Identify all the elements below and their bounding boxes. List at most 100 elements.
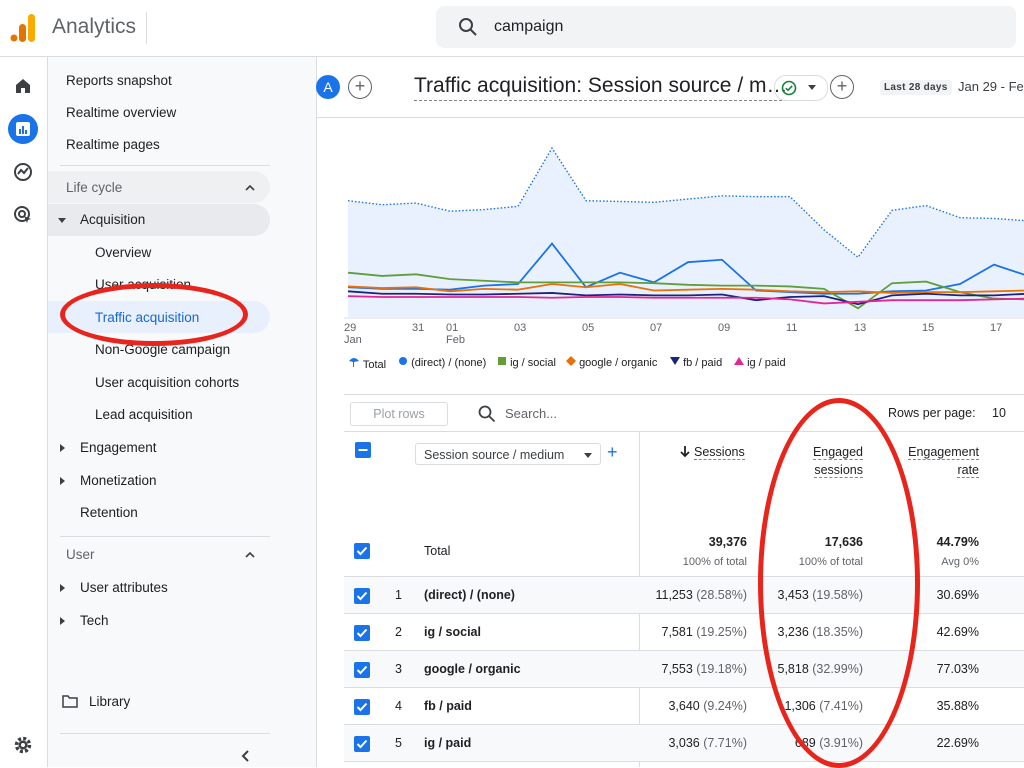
x-tick-label: 07 — [650, 322, 663, 334]
legend-label: fb / paid — [683, 357, 723, 369]
x-tick-sublabel: Jan — [344, 334, 362, 346]
legend-item[interactable]: ig / social — [497, 356, 556, 369]
legend-marker — [566, 356, 576, 366]
nav-realtime-pages[interactable]: Realtime pages — [66, 137, 160, 152]
row-number: 2 — [395, 625, 402, 639]
folder-icon — [62, 695, 78, 708]
x-tick-label: 31 — [412, 322, 425, 334]
caret-right-icon[interactable] — [58, 444, 66, 452]
date-preset-chip[interactable]: Last 28 days — [880, 80, 952, 95]
nav-section-lifecycle[interactable]: Life cycle — [66, 180, 123, 195]
page-title[interactable]: Traffic acquisition: Session source / m… — [414, 74, 788, 101]
x-tick-sublabel: Feb — [446, 334, 465, 346]
indeterminate-icon — [358, 449, 368, 451]
legend-item[interactable]: (direct) / (none) — [398, 356, 486, 369]
divider — [60, 536, 270, 537]
x-tick-label: 29 — [344, 322, 357, 334]
caret-right-icon[interactable] — [58, 617, 66, 625]
nav-monetization[interactable]: Monetization — [80, 473, 157, 488]
home-icon[interactable] — [8, 71, 38, 101]
row-sessions-value: 3,640 — [668, 699, 700, 713]
column-sessions[interactable]: Sessions — [694, 443, 745, 461]
explore-icon[interactable] — [8, 157, 38, 187]
plot-rows-button[interactable]: Plot rows — [350, 402, 448, 426]
row-checkbox[interactable] — [354, 662, 370, 678]
series-line-ig-social — [347, 271, 1024, 310]
x-tick-label: 09 — [718, 322, 731, 334]
add-filter-button[interactable]: + — [830, 75, 854, 99]
add-dimension-button[interactable]: + — [607, 442, 618, 462]
row-checkbox[interactable] — [354, 588, 370, 604]
advertising-icon[interactable] — [8, 200, 38, 230]
add-comparison-button[interactable]: + — [348, 75, 372, 99]
legend-item[interactable]: google / organic — [566, 356, 657, 369]
caret-right-icon[interactable] — [58, 584, 66, 592]
row-sessions: 7,553 (19.18%) — [662, 662, 748, 676]
row-dimension[interactable]: (direct) / (none) — [424, 588, 515, 602]
divider — [344, 576, 1024, 577]
nav-user-acquisition-cohorts[interactable]: User acquisition cohorts — [95, 375, 240, 390]
column-engagement-rate[interactable]: Engagement rate — [890, 443, 979, 479]
nav-tech[interactable]: Tech — [80, 613, 109, 628]
row-dimension[interactable]: google / organic — [424, 662, 521, 676]
x-tick-label: 03 — [514, 322, 527, 334]
row-rate: 35.88% — [936, 699, 979, 713]
nav-user-attributes[interactable]: User attributes — [80, 580, 168, 595]
chevron-up-icon[interactable] — [244, 550, 256, 560]
caret-right-icon[interactable] — [58, 477, 66, 485]
row-dimension[interactable]: fb / paid — [424, 699, 472, 713]
caret-down-icon — [584, 453, 592, 458]
legend-item[interactable]: fb / paid — [670, 356, 722, 369]
row-dimension[interactable]: ig / social — [424, 625, 481, 639]
nav-non-google-campaign[interactable]: Non-Google campaign — [95, 342, 231, 357]
series-line--direct-none- — [347, 242, 1024, 295]
row-checkbox[interactable] — [354, 625, 370, 641]
total-checkbox[interactable] — [354, 543, 370, 559]
row-number: 1 — [395, 588, 402, 602]
select-all-checkbox[interactable] — [355, 442, 371, 458]
nav-acquisition[interactable]: Acquisition — [80, 212, 146, 227]
series-line-total — [347, 146, 1024, 259]
search-query[interactable]: campaign — [494, 18, 564, 35]
row-checkbox[interactable] — [354, 736, 370, 752]
total-rate: 44.79% — [936, 535, 979, 549]
row-checkbox[interactable] — [354, 699, 370, 715]
chevron-up-icon[interactable] — [244, 183, 256, 193]
comparison-avatar[interactable]: A — [316, 75, 340, 99]
row-rate: 22.69% — [936, 736, 979, 750]
rows-per-page-select[interactable]: 10 — [992, 406, 1006, 420]
collapse-chevron-icon[interactable] — [240, 749, 252, 763]
date-range[interactable]: Jan 29 - Feb — [958, 79, 1024, 94]
legend-marker — [670, 357, 680, 365]
nav-lead-acquisition[interactable]: Lead acquisition — [95, 407, 193, 422]
row-dimension[interactable]: ig / paid — [424, 736, 472, 750]
annotation-ellipse — [758, 398, 920, 768]
status-dropdown[interactable] — [774, 75, 828, 101]
legend-item[interactable]: ig / paid — [734, 356, 786, 369]
row-sessions-value: 7,553 — [661, 662, 693, 676]
divider — [146, 12, 147, 44]
legend-label: ig / paid — [747, 357, 786, 369]
row-sessions-pct: (19.18%) — [696, 662, 747, 676]
nav-retention[interactable]: Retention — [80, 505, 138, 520]
nav-realtime-overview[interactable]: Realtime overview — [66, 105, 177, 120]
divider — [60, 165, 270, 166]
caret-down-icon[interactable] — [58, 216, 66, 224]
nav-reports-snapshot[interactable]: Reports snapshot — [66, 73, 172, 88]
annotation-ellipse — [60, 283, 248, 346]
icon-rail — [0, 57, 48, 767]
search-icon — [478, 405, 496, 423]
nav-engagement[interactable]: Engagement — [80, 440, 157, 455]
search-input[interactable] — [436, 6, 1016, 48]
legend-marker — [349, 358, 359, 367]
nav-overview[interactable]: Overview — [95, 245, 152, 260]
reports-icon[interactable] — [8, 114, 38, 144]
settings-icon[interactable] — [8, 730, 38, 760]
legend-item[interactable]: Total — [348, 356, 386, 371]
table-search-input[interactable]: Search... — [505, 406, 558, 421]
dimension-select[interactable]: Session source / medium — [415, 443, 601, 465]
row-sessions-value: 11,253 — [655, 588, 693, 602]
nav-section-user[interactable]: User — [66, 547, 95, 562]
nav-library[interactable]: Library — [89, 694, 131, 709]
divider — [344, 650, 1024, 651]
